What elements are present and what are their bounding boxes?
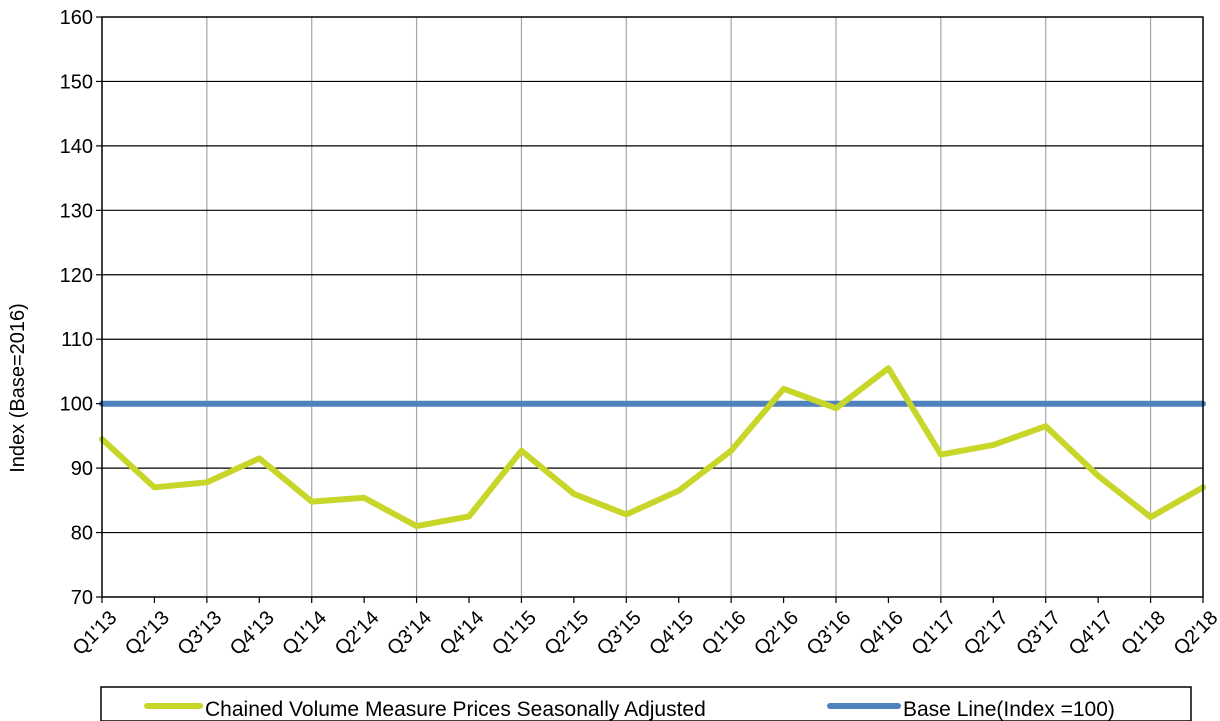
x-tick-label: Q3'17 <box>1012 607 1065 660</box>
x-tick-label: Q4'15 <box>645 607 698 660</box>
series-layer <box>99 365 1206 530</box>
legend-label-cvm: Chained Volume Measure Prices Seasonally… <box>205 698 706 721</box>
legend-label-baseline: Base Line(Index =100) <box>903 698 1115 721</box>
x-tick-label: Q4'13 <box>226 607 279 660</box>
x-tick-label: Q2'16 <box>750 607 803 660</box>
x-tick-label: Q3'14 <box>383 607 436 660</box>
plot-border <box>101 16 1204 598</box>
y-tick-label: 140 <box>60 136 93 158</box>
series-line-cvm <box>99 365 1206 530</box>
x-tick-label: Q2'13 <box>121 607 174 660</box>
x-tick-label: Q4'14 <box>436 607 489 660</box>
y-axis-title: Index (Base=2016) <box>7 303 29 473</box>
y-tick-label: 160 <box>60 7 93 29</box>
x-tick-label: Q2'14 <box>331 607 384 660</box>
y-tick-labels: 70 80 90 100 110 120 130 140 150 160 <box>60 7 102 609</box>
x-tick-label: Q2'17 <box>960 607 1013 660</box>
y-tick-label: 90 <box>71 458 93 480</box>
x-tick-label: Q2'18 <box>1170 607 1220 660</box>
y-tick-label: 110 <box>61 329 93 351</box>
legend: Chained Volume Measure Prices Seasonally… <box>100 686 1192 721</box>
legend-box <box>100 686 1192 721</box>
y-tick-label: 150 <box>60 71 93 93</box>
x-tick-labels: Q1'13 Q2'13 Q3'13 Q4'13 Q1'14 Q2'14 Q3'14 Q4'14… <box>69 597 1220 660</box>
x-tick-label: Q3'15 <box>593 607 646 660</box>
x-tick-label: Q1'15 <box>488 607 541 660</box>
y-tick-label: 70 <box>71 587 93 609</box>
y-tick-label: 80 <box>71 523 93 545</box>
plot-frame <box>101 16 1204 598</box>
x-tick-label: Q1'18 <box>1117 607 1170 660</box>
y-tick-label: 130 <box>60 200 93 222</box>
x-tick-label: Q2'15 <box>540 607 593 660</box>
x-tick-label: Q4'17 <box>1065 607 1118 660</box>
x-tick-label: Q3'16 <box>803 607 856 660</box>
y-tick-label: 120 <box>60 265 93 287</box>
y-tick-label: 100 <box>60 394 93 416</box>
x-tick-label: Q1'14 <box>278 607 331 660</box>
x-tick-label: Q1'16 <box>698 607 751 660</box>
grid <box>102 17 1203 597</box>
x-tick-label: Q4'16 <box>855 607 908 660</box>
x-tick-label: Q1'17 <box>907 607 960 660</box>
x-tick-label: Q1'13 <box>69 607 122 660</box>
x-tick-label: Q3'13 <box>173 607 226 660</box>
